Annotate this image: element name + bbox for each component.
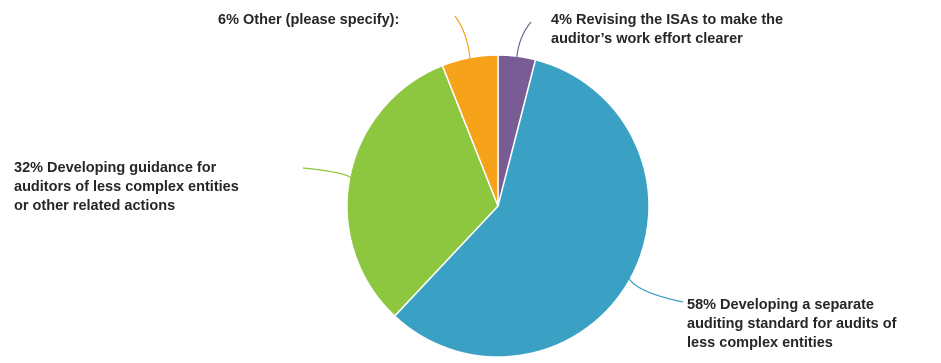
leader-line — [454, 15, 471, 60]
slice-label-line: auditors of less complex entities — [14, 179, 239, 195]
pie-slice-guidance — [346, 64, 499, 318]
slice-label-line: 58% Developing a separate — [687, 297, 874, 313]
slice-label-line: less complex entities — [687, 335, 833, 351]
slice-label-line: auditor’s work effort clearer — [551, 31, 743, 47]
slice-label-other: 6% Other (please specify): — [218, 11, 399, 30]
slice-label-line: or other related actions — [14, 198, 176, 214]
pie-slice-separate-standard — [393, 58, 650, 358]
slice-label-line: 4% Revising the ISAs to make the — [551, 12, 784, 28]
slice-label-revising-isas: 4% Revising the ISAs to make the auditor… — [551, 11, 783, 49]
slice-label-line: 32% Developing guidance for — [14, 160, 217, 176]
leader-line — [628, 277, 684, 303]
leader-line — [516, 21, 532, 59]
slice-label-guidance: 32% Developing guidance for auditors of … — [14, 159, 239, 216]
slice-label-separate-standard: 58% Developing a separate auditing stand… — [687, 296, 896, 353]
leader-line — [302, 167, 353, 179]
slice-label-line: 6% Other (please specify): — [218, 12, 400, 28]
slice-label-line: auditing standard for audits of — [687, 316, 897, 332]
